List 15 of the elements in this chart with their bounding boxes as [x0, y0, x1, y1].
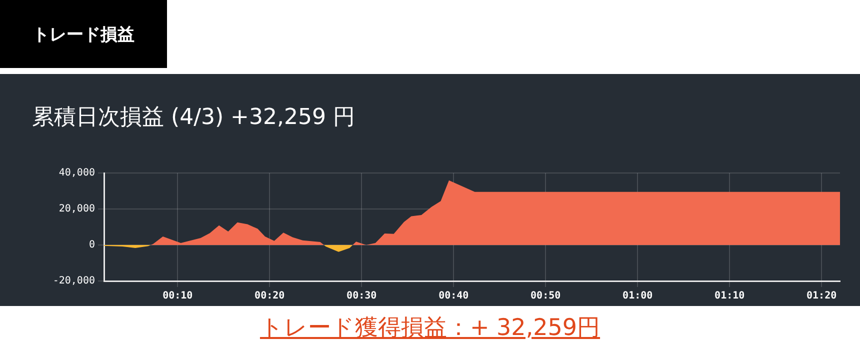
x-tick-label: 01:20 [806, 290, 837, 302]
x-tick-label: 01:00 [622, 290, 653, 302]
x-tick-label: 00:30 [346, 290, 377, 302]
y-tick-label: 0 [88, 240, 95, 251]
x-tick-label: 01:10 [714, 290, 745, 302]
y-tick-label: -20,000 [52, 276, 95, 287]
chart-title: トレード損益 [0, 0, 167, 68]
chart-subtitle: 累積日次損益 (4/3) +32,259 円 [32, 104, 355, 132]
y-tick-label: 40,000 [58, 168, 95, 179]
x-tick-label: 00:40 [438, 290, 469, 302]
x-tick-label: 00:10 [162, 290, 193, 302]
x-tick-label: 00:20 [254, 290, 285, 302]
text: トレード獲得損益：+ 32,259円 [258, 314, 602, 343]
y-tick-label: 20,000 [58, 204, 95, 215]
x-tick-label: 00:50 [530, 290, 561, 302]
